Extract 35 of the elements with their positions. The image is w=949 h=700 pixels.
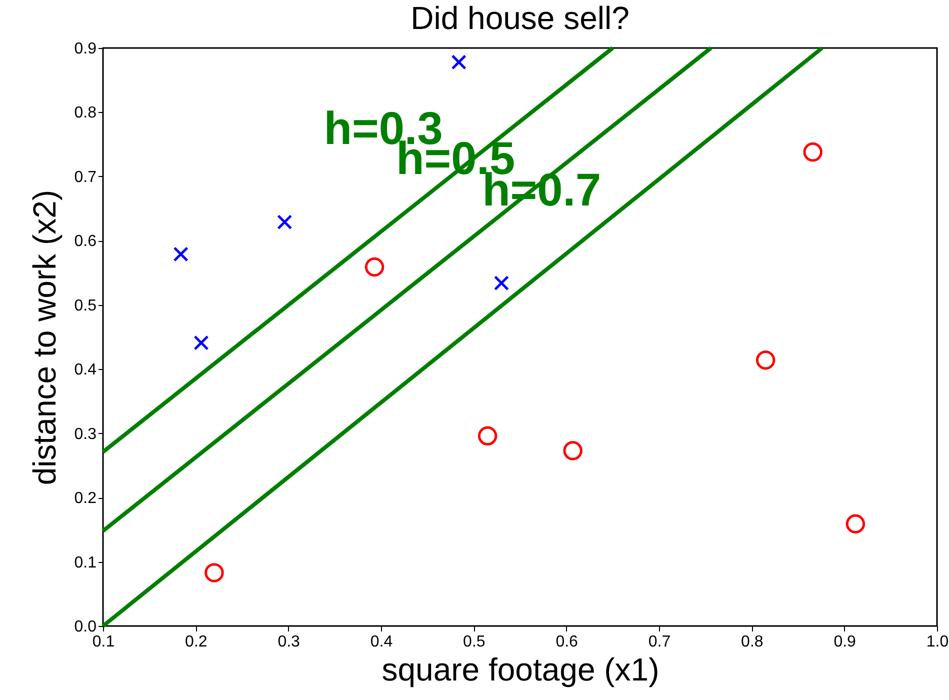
y-axis-title: distance to work (x2) [26, 190, 62, 486]
y-tick-label: 0.5 [74, 297, 97, 314]
point [364, 257, 384, 277]
y-tick-label: 0.2 [74, 490, 97, 508]
y-tick-label: 0.4 [74, 362, 97, 379]
point [756, 350, 776, 370]
point [846, 514, 866, 534]
y-tick-label: 0.8 [74, 104, 97, 122]
x-tick-label: 0.4 [370, 634, 393, 650]
x-tick-label: 0.7 [648, 634, 671, 650]
x-tick-label: 0.5 [463, 634, 486, 650]
x-tick-label: 1.0 [926, 634, 949, 650]
y-tick-label: 0.6 [74, 233, 97, 250]
x-tick-label: 0.1 [92, 634, 115, 650]
point [277, 214, 292, 230]
point [803, 142, 822, 162]
x-tick-label: 0.6 [556, 634, 578, 650]
y-tick-label: 0.7 [74, 168, 97, 186]
x-tick-label: 0.3 [278, 634, 300, 650]
x-tick-label: 0.8 [741, 634, 764, 650]
chart-title: Did house sell? [410, 0, 630, 36]
point [494, 275, 510, 291]
x-tick-label: 0.9 [834, 634, 856, 650]
point [451, 54, 466, 70]
point [194, 335, 209, 350]
x-axis-title: square footage (x1) [382, 652, 660, 688]
point [204, 563, 224, 582]
y-tick-label: 0.0 [74, 618, 97, 636]
x-tick-label: 0.2 [185, 634, 208, 650]
y-tick-label: 0.3 [74, 426, 97, 443]
y-tick-label: 0.1 [74, 554, 97, 572]
point [478, 426, 498, 446]
point [173, 246, 188, 262]
point [563, 441, 582, 460]
y-tick-label: 0.9 [74, 40, 97, 58]
